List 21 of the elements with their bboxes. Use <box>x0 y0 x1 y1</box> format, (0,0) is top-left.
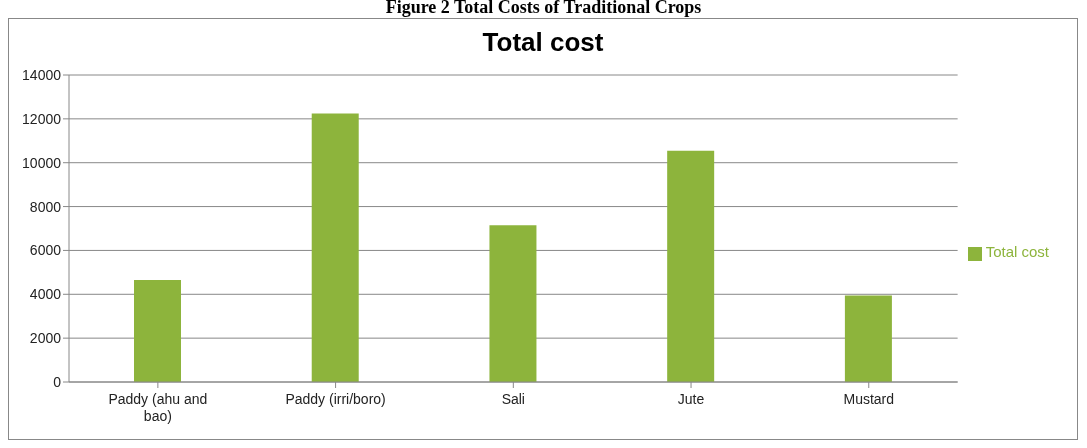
bar <box>134 280 181 382</box>
bar <box>489 225 537 382</box>
y-tick-label: 14000 <box>22 66 62 83</box>
bar <box>667 150 715 382</box>
y-tick-label: 4000 <box>29 286 62 303</box>
x-tick-label: Mustard <box>843 391 895 407</box>
y-tick-label: 12000 <box>22 110 62 127</box>
chart-title: Figure 2 Total Costs of Traditional Crops <box>384 0 703 17</box>
y-tick-label: 10000 <box>22 154 62 171</box>
y-tick-label: 2000 <box>29 330 62 347</box>
bar <box>844 295 892 382</box>
y-tick-label: 0 <box>53 373 62 390</box>
x-tick-label: Paddy (ahu and bao) <box>108 391 208 424</box>
x-tick-label: Jute <box>677 391 705 407</box>
y-tick-label: 8000 <box>29 198 62 215</box>
chart-subtitle: Total cost <box>481 27 605 59</box>
x-tick-label: Sali <box>501 391 525 407</box>
x-tick-label: Paddy (irri/boro) <box>285 391 386 407</box>
bar <box>311 113 359 382</box>
y-tick-label: 6000 <box>29 242 62 259</box>
legend-label: Total cost <box>985 243 1049 261</box>
